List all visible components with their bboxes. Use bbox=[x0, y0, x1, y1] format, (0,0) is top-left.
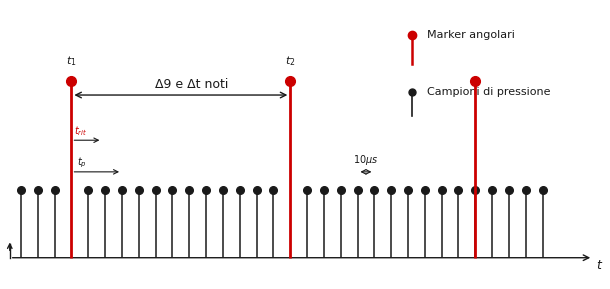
Text: Campioni di pressione: Campioni di pressione bbox=[427, 88, 550, 97]
Text: $t_{rit}$: $t_{rit}$ bbox=[74, 124, 88, 138]
Text: $t_2$: $t_2$ bbox=[285, 54, 295, 68]
Text: $t_p$: $t_p$ bbox=[77, 155, 87, 170]
Text: Δ9 e Δt noti: Δ9 e Δt noti bbox=[156, 77, 229, 90]
Text: t: t bbox=[596, 259, 601, 272]
Text: $10\mu s$: $10\mu s$ bbox=[353, 153, 379, 167]
Text: $t_1$: $t_1$ bbox=[66, 54, 77, 68]
Text: Marker angolari: Marker angolari bbox=[427, 30, 515, 40]
